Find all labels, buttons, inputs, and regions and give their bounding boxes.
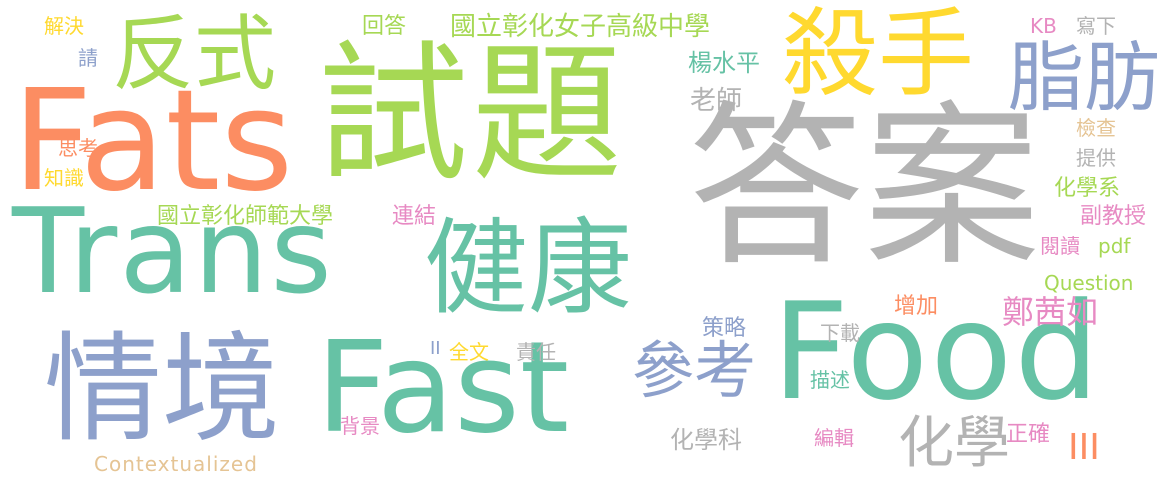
word-school-girls-high: 國立彰化女子高級中學 [450,12,711,42]
word-kb: KB [1030,14,1057,38]
word-huida: 回答 [362,14,407,39]
word-celue: 策略 [702,316,747,341]
word-zengjia: 增加 [894,294,939,319]
word-tigong: 提供 [1076,146,1116,170]
word-huaxue: 化學 [898,411,1010,476]
word-quanwen: 全文 [449,340,489,364]
word-beijing: 背景 [340,414,380,438]
word-laoshi: 老師 [690,86,743,116]
word-fujiaoshou: 副教授 [1080,204,1147,229]
word-yuedu: 閱讀 [1040,234,1080,258]
word-fast: Fast [316,314,570,461]
word-jiejue: 解決 [44,14,84,38]
word-jiancha: 檢查 [1076,116,1116,140]
word-jiankang: 健康 [424,207,633,329]
word-lianjie: 連結 [392,204,437,229]
word-food: Food [772,274,1102,430]
word-trans: Trans [12,182,334,320]
word-zhifang: 脂肪 [1008,33,1160,122]
word-zheng-qianru: 鄭茜如 [1002,293,1099,331]
word-shiti: 試題 [318,28,627,202]
word-xiexia: 寫下 [1076,14,1116,38]
word-roman-iii: III [1068,427,1100,468]
word-sikao: 思考 [58,136,98,160]
word-fanshi: 反式 [112,7,277,102]
word-pdf: pdf [1098,234,1131,258]
word-contextualized: Contextualized [94,452,258,476]
word-roman-ii: II [430,338,441,359]
word-zeren: 責任 [516,340,556,364]
word-shashou: 殺手 [782,0,974,110]
word-question: Question [1044,271,1134,295]
word-zhishi: 知識 [44,166,84,190]
word-ncue: 國立彰化師範大學 [157,204,334,229]
word-bianji: 編輯 [814,426,854,450]
word-xiazai: 下載 [820,321,860,345]
word-huaxuexi: 化學系 [1054,176,1121,201]
word-yang-shuiping: 楊水平 [688,49,760,77]
word-cankao: 參考 [632,334,757,407]
word-qingjing: 情境 [44,320,281,458]
word-qing: 請 [78,46,98,70]
word-miaoshu: 描述 [810,368,850,392]
word-zhengque: 正確 [1006,422,1051,447]
word-huaxueke: 化學科 [670,426,742,454]
word-fats: Fats [12,60,294,223]
word-daan: 答案 [688,85,1041,290]
